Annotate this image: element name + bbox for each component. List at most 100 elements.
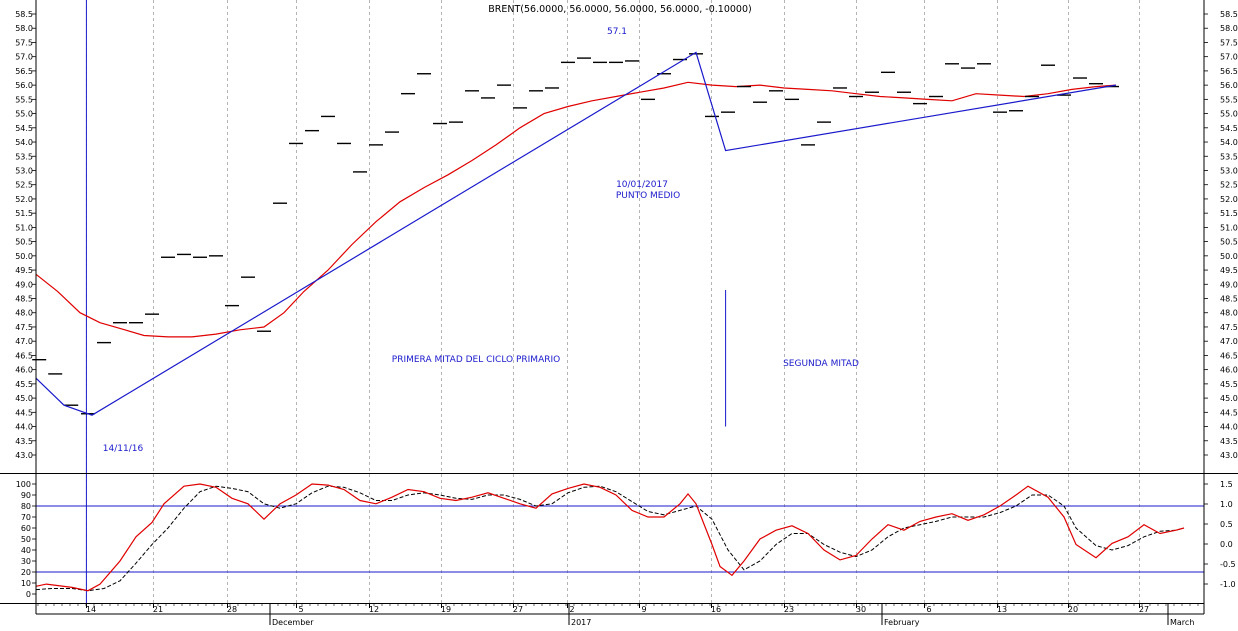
y-tick-label-right: 47.5	[1220, 323, 1238, 332]
y-tick-label-left: 47.5	[15, 323, 33, 332]
y-tick-label-left: 49.5	[15, 266, 33, 275]
midpoint-date-label: 10/01/2017	[616, 180, 668, 190]
chart-title: BRENT(56.0000, 56.0000, 56.0000, 56.0000…	[488, 4, 751, 15]
y-tick-label-right: 53.5	[1220, 152, 1238, 161]
y-tick-label-left: 54.0	[15, 138, 33, 147]
y-tick-label-right: 51.0	[1220, 223, 1238, 232]
x-tick-label: 30	[856, 605, 866, 614]
x-tick-label: 5	[298, 605, 303, 614]
x-month-label: March	[1170, 618, 1194, 627]
y-tick-label-left: 43.0	[15, 451, 33, 460]
midpoint-label: PUNTO MEDIO	[616, 191, 680, 201]
y-tick-label-left: 51.0	[15, 223, 33, 232]
y-tick-label-right: 46.0	[1220, 366, 1238, 375]
y-tick-label-left: 58.0	[15, 24, 33, 33]
y-tick-label-right: 58.0	[1220, 24, 1238, 33]
y-tick-label-right: 45.0	[1220, 394, 1238, 403]
y-tick-label-left: 43.5	[15, 437, 33, 446]
chart-frame	[0, 0, 1238, 615]
osc-tick-label-left: 100	[16, 480, 31, 489]
first-half-label: PRIMERA MITAD DEL CICLO PRIMARIO	[392, 355, 560, 365]
x-month-label: December	[272, 618, 314, 627]
y-tick-label-right: 44.5	[1220, 408, 1238, 417]
second-half-label: SEGUNDA MITAD	[783, 359, 859, 369]
y-tick-label-right: 51.5	[1220, 209, 1238, 218]
x-tick-label: 23	[784, 605, 794, 614]
y-tick-label-right: 50.0	[1220, 252, 1238, 261]
osc-tick-label-left: 0	[26, 590, 31, 599]
oscillator-layer	[35, 483, 1185, 592]
peak-label: 57.1	[607, 27, 627, 37]
y-tick-label-left: 45.5	[15, 380, 33, 389]
x-tick-label: 14	[86, 605, 96, 614]
x-month-label: 2017	[571, 618, 591, 627]
x-tick-label: 28	[227, 605, 237, 614]
y-tick-label-right: 57.0	[1220, 53, 1238, 62]
y-tick-label-left: 46.0	[15, 366, 33, 375]
y-tick-label-left: 51.5	[15, 209, 33, 218]
osc-tick-label-right: 1.0	[1220, 500, 1233, 509]
y-tick-label-right: 47.0	[1220, 337, 1238, 346]
x-tick-label: 19	[441, 605, 451, 614]
y-tick-label-left: 50.5	[15, 238, 33, 247]
y-tick-label-right: 53.0	[1220, 166, 1238, 175]
y-tick-label-left: 44.0	[15, 423, 33, 432]
y-tick-label-right: 55.0	[1220, 110, 1238, 119]
osc-tick-label-left: 90	[21, 491, 31, 500]
osc-tick-label-left: 60	[21, 524, 31, 533]
y-tick-label-right: 57.5	[1220, 38, 1238, 47]
osc-tick-label-right: -0.5	[1220, 560, 1236, 569]
y-tick-label-left: 47.0	[15, 337, 33, 346]
osc-tick-label-left: 30	[21, 557, 31, 566]
x-tick-label: 6	[926, 605, 931, 614]
y-tick-label-left: 58.5	[15, 10, 33, 19]
osc-tick-label-left: 20	[21, 568, 31, 577]
y-tick-label-right: 55.5	[1220, 95, 1238, 104]
y-tick-label-left: 50.0	[15, 252, 33, 261]
y-tick-label-right: 43.5	[1220, 437, 1238, 446]
y-tick-label-right: 44.0	[1220, 423, 1238, 432]
y-tick-label-left: 56.5	[15, 67, 33, 76]
y-tick-label-left: 48.0	[15, 309, 33, 318]
y-tick-label-left: 52.5	[15, 181, 33, 190]
osc-tick-label-right: -1.0	[1220, 580, 1236, 589]
axis-layer: 14 21 28 5 12 19 27 2 9 16 23 30 6 13 20 27 December 2017…	[15, 10, 1238, 627]
y-tick-label-right: 52.5	[1220, 181, 1238, 190]
y-tick-label-left: 54.5	[15, 124, 33, 133]
y-tick-label-left: 45.0	[15, 394, 33, 403]
y-tick-label-right: 58.5	[1220, 10, 1238, 19]
x-tick-label: 13	[997, 605, 1007, 614]
moving-average-line	[35, 81, 1117, 338]
x-tick-label: 12	[369, 605, 379, 614]
osc-tick-label-right: 0.5	[1220, 520, 1233, 529]
y-tick-label-right: 49.5	[1220, 266, 1238, 275]
x-tick-label: 9	[641, 605, 646, 614]
y-tick-label-right: 43.0	[1220, 451, 1238, 460]
x-tick-label: 21	[153, 605, 163, 614]
x-month-label: February	[884, 618, 920, 627]
y-tick-label-right: 56.5	[1220, 67, 1238, 76]
oscillator-slow-line	[35, 485, 1185, 592]
y-tick-label-right: 46.5	[1220, 351, 1238, 360]
y-tick-label-right: 45.5	[1220, 380, 1238, 389]
start-date-label: 14/11/16	[103, 444, 144, 454]
y-tick-label-right: 49.0	[1220, 280, 1238, 289]
osc-tick-label-left: 50	[21, 535, 31, 544]
oscillator-fast-line	[35, 483, 1185, 592]
y-tick-label-right: 56.0	[1220, 81, 1238, 90]
osc-tick-label-left: 80	[21, 502, 31, 511]
moving-average-layer	[35, 81, 1117, 338]
x-tick-label: 16	[711, 605, 721, 614]
x-tick-label: 27	[513, 605, 523, 614]
y-tick-label-left: 56.0	[15, 81, 33, 90]
y-tick-label-left: 44.5	[15, 408, 33, 417]
grid-layer	[86, 0, 1140, 603]
oscillator-levels	[36, 505, 1204, 573]
y-tick-label-left: 53.5	[15, 152, 33, 161]
y-tick-label-left: 57.0	[15, 53, 33, 62]
osc-tick-label-right: 1.5	[1220, 480, 1233, 489]
osc-tick-label-left: 10	[21, 579, 31, 588]
osc-tick-label-left: 40	[21, 546, 31, 555]
